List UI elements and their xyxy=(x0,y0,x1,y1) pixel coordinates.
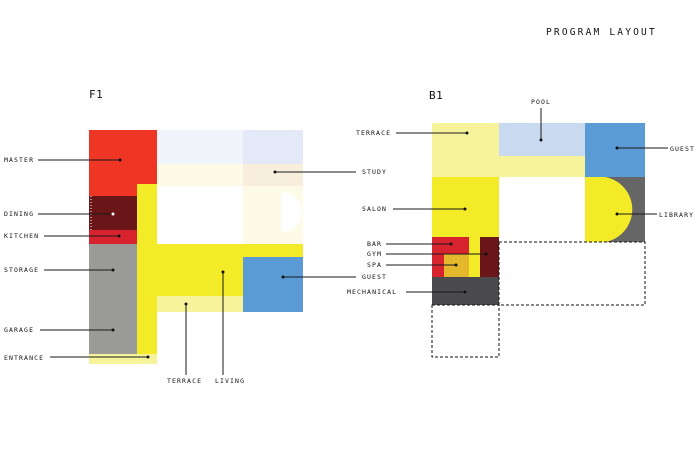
b1-pool-deck xyxy=(499,156,585,177)
b1-dot-spa xyxy=(454,263,458,267)
f1-room-guest xyxy=(243,257,303,312)
b1-dot-salon xyxy=(463,207,467,211)
f1-label-terrace: TERRACE xyxy=(167,377,203,385)
floor-label-f1: F1 xyxy=(89,88,104,101)
b1-dot-gym xyxy=(484,252,488,256)
f1-room-study-left xyxy=(157,164,243,186)
f1-dot-living xyxy=(221,270,225,274)
f1-label-living: LIVING xyxy=(215,377,246,385)
b1-dot-guest xyxy=(615,146,619,150)
f1-dot-master xyxy=(118,158,122,162)
f1-label-master: MASTER xyxy=(4,156,35,164)
f1-label-garage: GARAGE xyxy=(4,326,35,334)
f1-dot-entrance xyxy=(146,355,150,359)
f1-living-spine xyxy=(137,184,157,354)
f1-study-curve-mask xyxy=(243,186,281,244)
f1-label-kitchen: KITCHEN xyxy=(4,232,40,240)
b1-dot-pool xyxy=(539,138,543,142)
f1-dot-garage xyxy=(111,328,115,332)
f1-label-study: STUDY xyxy=(362,168,388,176)
b1-room-bar-strip xyxy=(469,237,480,277)
b1-room-bar xyxy=(432,237,469,254)
b1-dot-mechanical xyxy=(463,290,467,294)
f1-label-guest: GUEST xyxy=(362,273,388,281)
f1-dot-guest xyxy=(281,275,285,279)
b1-label-gym: GYM xyxy=(367,250,383,258)
f1-dot-kitchen xyxy=(117,234,121,238)
b1-label-guest: GUEST xyxy=(670,145,696,153)
b1-room-terrace xyxy=(432,123,499,177)
b1-dot-library xyxy=(615,212,619,216)
b1-label-library: LIBRARY xyxy=(659,211,695,219)
b1-room-salon xyxy=(432,177,499,237)
f1-room-study-right xyxy=(243,164,303,186)
f1-room-kitchen xyxy=(89,230,137,244)
f1-dot-terrace xyxy=(184,302,188,306)
b1-room-guest-corner xyxy=(585,156,599,177)
f1-dot-dining xyxy=(111,212,115,216)
b1-label-salon: SALON xyxy=(362,205,388,213)
f1-dot-study xyxy=(273,170,277,174)
b1-label-mechanical: MECHANICAL xyxy=(347,288,398,296)
f1-room-upper-left-faint xyxy=(157,130,243,164)
b1-label-spa: SPA xyxy=(367,261,383,269)
b1-label-terrace: TERRACE xyxy=(356,129,392,137)
b1-dot-terrace xyxy=(465,131,469,135)
b1-dashed-lower-area xyxy=(431,304,500,358)
b1-room-dark-red xyxy=(480,237,499,277)
f1-room-storage-garage xyxy=(89,244,137,354)
f1-room-entrance xyxy=(89,354,157,364)
f1-dot-storage xyxy=(111,268,115,272)
f1-label-storage: STORAGE xyxy=(4,266,40,274)
b1-dot-bar xyxy=(449,242,453,246)
b1-label-bar: BAR xyxy=(367,240,383,248)
b1-dashed-right-area xyxy=(498,241,646,306)
b1-label-pool: POOL xyxy=(531,98,552,106)
f1-label-dining: DINING xyxy=(4,210,35,218)
f1-room-upper-right-faint xyxy=(243,130,303,164)
f1-living-bridge xyxy=(243,244,303,256)
page-title: PROGRAM LAYOUT xyxy=(546,27,657,38)
f1-room-terrace xyxy=(157,296,243,312)
f1-label-entrance: ENTRANCE xyxy=(4,354,45,362)
floor-label-b1: B1 xyxy=(429,89,444,102)
b1-room-library-curve xyxy=(585,177,633,242)
